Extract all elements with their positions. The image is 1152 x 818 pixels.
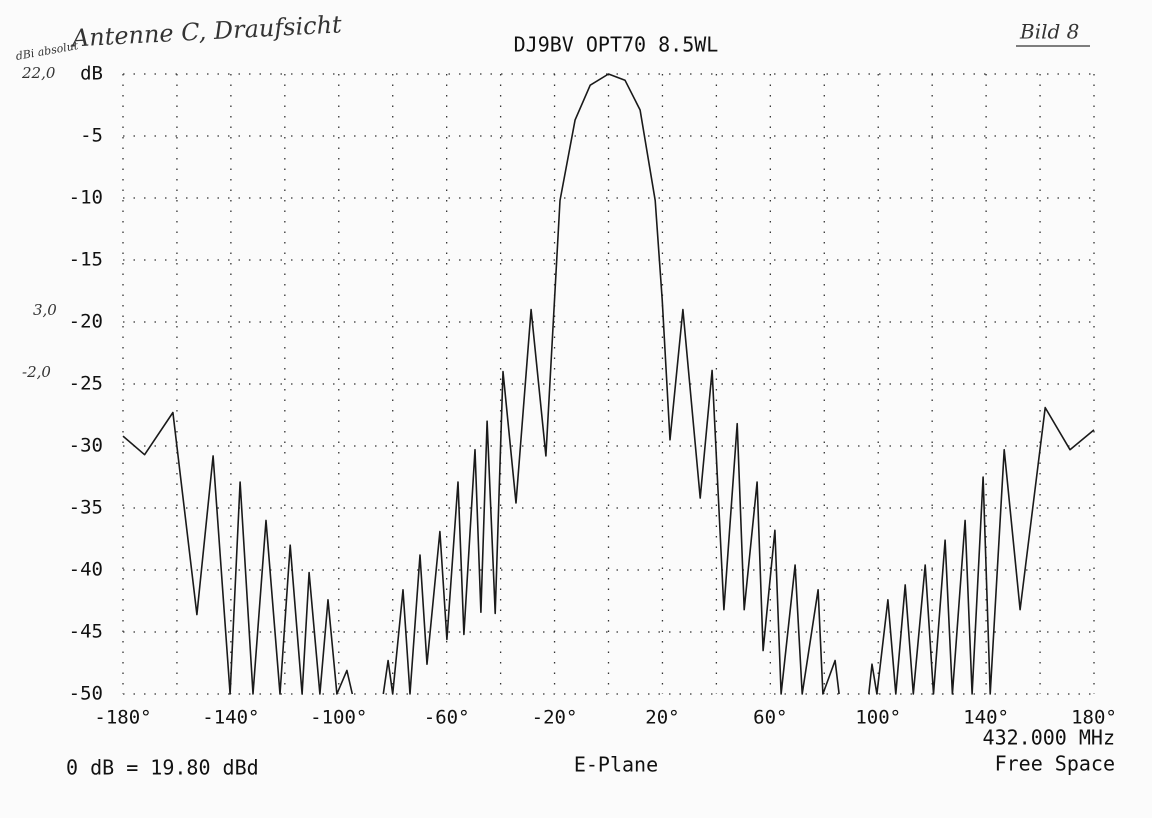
environment-note: Free Space [995,752,1115,776]
y-tick-label: -50 [69,683,103,705]
y-tick-label: -40 [69,559,103,581]
y-tick-label: -5 [80,125,103,147]
x-axis-label: E-Plane [574,753,658,777]
handwritten-unit: dBi absolut [15,39,80,63]
y-tick-label: -15 [69,249,103,271]
reference-note: 0 dB = 19.80 dBd [66,756,259,780]
x-tick-label: 60° [753,707,787,729]
y-tick-label: -25 [69,373,103,395]
handwritten-caption: Antenne C, Draufsicht [69,10,342,52]
y-tick-label: -10 [69,187,103,209]
x-tick-label: 100° [855,707,901,729]
x-tick-label: 20° [645,707,679,729]
x-tick-label: -60° [424,707,470,729]
x-tick-label: -140° [202,707,259,729]
y-tick-label: dB [80,63,103,85]
y-tick-label: -20 [69,311,103,333]
pattern-line [122,73,1095,695]
x-tick-label: 140° [963,707,1009,729]
y-tick-label: -35 [69,497,103,519]
handwritten-ref: 3,0 [33,301,57,319]
x-tick-label: -180° [94,707,151,729]
handwritten-ref: 22,0 [21,64,56,82]
x-tick-label: -100° [310,707,367,729]
y-tick-label: -30 [69,435,103,457]
figure-label: Bild 8 [1019,20,1079,44]
y-tick-label: -45 [69,621,103,643]
x-tick-label: -20° [532,707,578,729]
x-tick-label: 180° [1071,707,1117,729]
handwritten-ref: -2,0 [22,363,51,381]
frequency-note: 432.000 MHz [983,726,1115,750]
chart-title: DJ9BV OPT70 8.5WL [514,33,719,57]
